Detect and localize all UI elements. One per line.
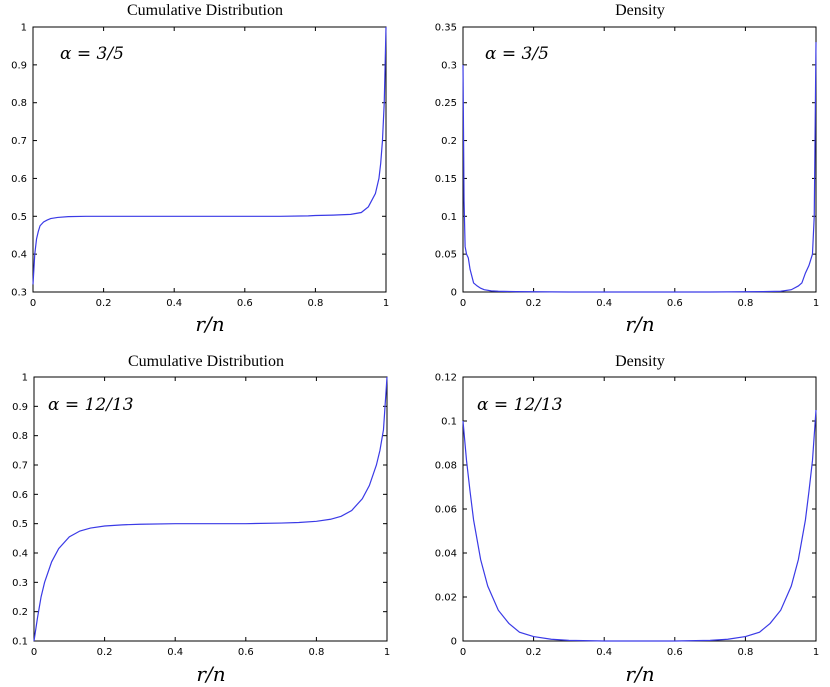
x-tick-label: 0.8: [737, 298, 753, 309]
x-tick-label: 1: [384, 647, 390, 658]
plot-frame: [462, 376, 817, 642]
series-line: [33, 376, 388, 642]
panel-cumulative-3-5: Cumulative Distribution r/n α = 3/5 0 0.2…: [11, 2, 389, 336]
x-tick-label: 0.4: [596, 298, 612, 309]
series-line: [462, 409, 817, 642]
x-tick-label: 0: [460, 647, 466, 658]
x-tick-label: 1: [813, 298, 819, 309]
y-tick-label: 0.8: [11, 98, 27, 109]
x-axis-label: r/n: [625, 312, 654, 336]
x-axis-label: r/n: [625, 662, 654, 686]
x-tick-label: 0.8: [308, 647, 324, 658]
alpha-annotation: α = 3/5: [485, 44, 549, 64]
x-tick-label: 0.4: [167, 647, 183, 658]
chart-title: Density: [615, 2, 665, 19]
y-tick-label: 0.8: [12, 431, 28, 442]
y-tick-label: 0.4: [11, 250, 27, 261]
x-tick-label: 0.6: [238, 647, 254, 658]
x-axis-label: r/n: [195, 312, 224, 336]
y-tick-label: 0.1: [12, 637, 28, 648]
y-tick-label: 0.2: [12, 607, 28, 618]
plot-frame: [33, 376, 388, 642]
y-tick-label: 0.05: [435, 250, 457, 261]
y-tick-label: 0.4: [12, 549, 28, 560]
y-tick-label: 0.7: [12, 461, 28, 472]
y-tick-label: 1: [21, 23, 27, 34]
y-tick-label: 0.04: [435, 549, 457, 560]
x-tick-label: 0.2: [96, 298, 112, 309]
y-tick-label: 0: [451, 288, 457, 299]
x-tick-label: 1: [383, 298, 389, 309]
x-tick-label: 1: [813, 647, 819, 658]
x-tick-label: 0.8: [307, 298, 323, 309]
x-tick-label: 0.6: [667, 647, 683, 658]
y-tick-label: 0.9: [11, 60, 27, 71]
x-tick-label: 0: [31, 647, 37, 658]
x-tick-label: 0.4: [166, 298, 182, 309]
y-tick-label: 0.02: [435, 593, 457, 604]
series-line: [32, 26, 387, 285]
y-tick-label: 0.06: [435, 505, 457, 516]
y-tick-label: 0.5: [12, 519, 28, 530]
y-tick-label: 0.3: [11, 288, 27, 299]
y-tick-label: 0.6: [11, 174, 27, 185]
y-tick-label: 0.12: [435, 373, 457, 384]
series-line: [462, 42, 817, 293]
y-tick-label: 0.7: [11, 136, 27, 147]
x-tick-label: 0.2: [526, 298, 542, 309]
x-tick-label: 0.2: [97, 647, 113, 658]
y-tick-label: 0.2: [441, 136, 457, 147]
plot-frame: [462, 26, 817, 293]
alpha-annotation: α = 12/13: [48, 395, 134, 415]
alpha-annotation: α = 3/5: [60, 44, 124, 64]
y-tick-label: 1: [22, 373, 28, 384]
y-tick-label: 0.15: [435, 174, 457, 185]
x-tick-label: 0.8: [737, 647, 753, 658]
y-tick-label: 0.35: [435, 23, 457, 34]
x-tick-label: 0.6: [667, 298, 683, 309]
x-tick-label: 0.6: [237, 298, 253, 309]
chart-title: Cumulative Distribution: [128, 353, 284, 370]
y-tick-label: 0.08: [435, 461, 457, 472]
y-tick-label: 0.6: [12, 490, 28, 501]
x-tick-label: 0.4: [596, 647, 612, 658]
y-tick-label: 0.1: [441, 212, 457, 223]
y-tick-label: 0.3: [441, 60, 457, 71]
x-tick-label: 0.2: [526, 647, 542, 658]
x-tick-label: 0: [460, 298, 466, 309]
panel-density-12-13: Density r/n α = 12/13 0 0.2 0.4 0.6 0.8 1 0 0.0…: [435, 353, 819, 686]
chart-title: Cumulative Distribution: [127, 2, 283, 19]
y-tick-label: 0: [451, 637, 457, 648]
y-tick-label: 0.3: [12, 578, 28, 589]
alpha-annotation: α = 12/13: [477, 395, 563, 415]
plot-frame: [32, 26, 387, 293]
chart-title: Density: [615, 353, 665, 370]
y-tick-label: 0.25: [435, 98, 457, 109]
y-tick-label: 0.9: [12, 402, 28, 413]
panel-density-3-5: Density r/n α = 3/5 0 0.2 0.4 0.6 0.8 1 0 0.05 0…: [435, 2, 819, 336]
x-axis-label: r/n: [196, 662, 225, 686]
x-tick-label: 0: [30, 298, 36, 309]
y-tick-label: 0.5: [11, 212, 27, 223]
y-tick-label: 0.1: [441, 417, 457, 428]
